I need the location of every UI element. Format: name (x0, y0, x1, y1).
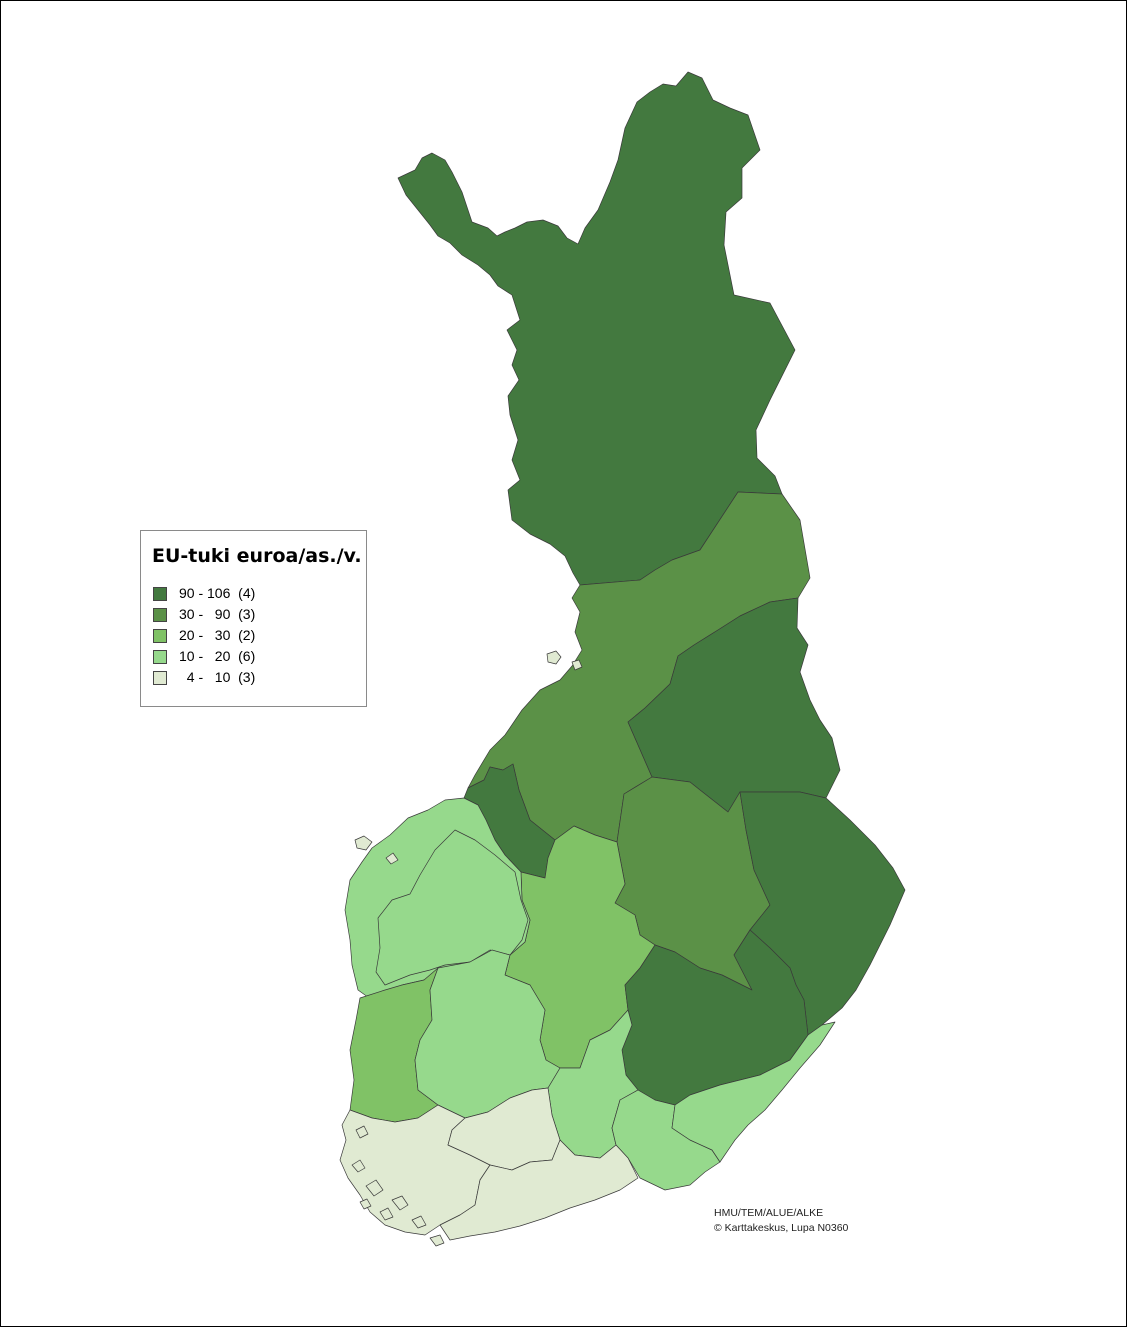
region-etela-pohjanmaa (375, 829, 529, 986)
region-pohjois-karjala (739, 791, 906, 1036)
island (355, 1125, 369, 1139)
island (546, 650, 562, 665)
region-etela-karjala (671, 1021, 836, 1163)
legend-title: EU-tuki euroa/as./v. (152, 545, 362, 567)
island (359, 1198, 372, 1210)
archipelago-islands (351, 650, 583, 1247)
credit-line-1: HMU/TEM/ALUE/ALKE (714, 1207, 824, 1219)
island (351, 1159, 366, 1173)
legend-swatch (153, 650, 167, 664)
island (391, 1195, 409, 1211)
island (429, 1234, 445, 1247)
legend: EU-tuki euroa/as./v. 90 - 106 (4) 30 - 9… (140, 530, 367, 707)
legend-label: 10 - 20 (6) (179, 648, 256, 664)
credit-line-2: © Karttakeskus, Lupa N0360 (714, 1222, 849, 1234)
legend-label: 20 - 30 (2) (179, 627, 256, 643)
island (379, 1207, 394, 1221)
legend-label: 30 - 90 (3) (179, 606, 256, 622)
legend-swatch (153, 608, 167, 622)
legend-swatch (153, 587, 167, 601)
legend-label: 4 - 10 (3) (179, 669, 256, 685)
region-lappi (397, 71, 796, 586)
region-uusimaa (439, 1139, 639, 1241)
island (571, 659, 583, 671)
legend-swatch (153, 671, 167, 685)
island (365, 1179, 384, 1197)
island (385, 852, 399, 865)
island (354, 835, 373, 851)
legend-label: 90 - 106 (4) (179, 585, 256, 601)
island (411, 1215, 427, 1229)
legend-swatch (153, 629, 167, 643)
